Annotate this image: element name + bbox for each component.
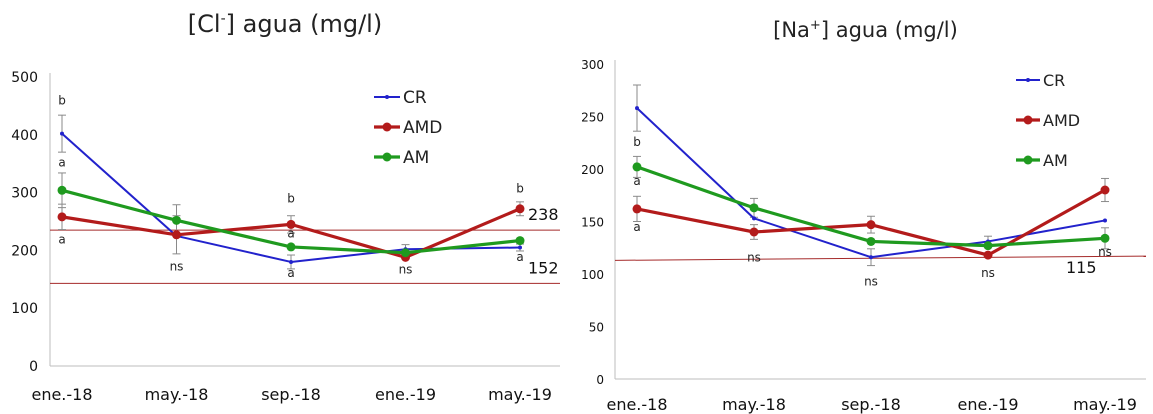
y-tick-label: 500 xyxy=(11,70,38,86)
x-tick-label: ene.-19 xyxy=(375,385,436,404)
data-point-amd xyxy=(286,219,296,229)
data-point-amd xyxy=(983,250,993,260)
title-main: [Na xyxy=(773,18,810,42)
legend-label-cr: CR xyxy=(1043,71,1065,90)
significance-label: ns xyxy=(170,260,184,274)
significance-label: ns xyxy=(747,250,761,264)
x-tick-label: sep.-18 xyxy=(261,385,321,404)
chart-svg-chloride: 0 100 200 300 400 500 ene.-18 may.-18 sep.-18 ene… xyxy=(11,70,560,404)
chart-panel-sodium: [Na+] agua (mg/l) 0 50 100 150 200 250 300 ene.… xyxy=(578,0,1153,414)
legend-label-am: AM xyxy=(403,148,429,168)
y-tick-label: 150 xyxy=(581,216,604,230)
significance-label: b xyxy=(287,191,295,205)
reference-line-label: 115 xyxy=(1066,258,1097,277)
reference-line-label: 152 xyxy=(528,258,559,277)
y-tick-label: 100 xyxy=(11,301,38,317)
title-superscript: - xyxy=(220,11,226,27)
data-point-am xyxy=(1100,233,1110,243)
series-line-cr xyxy=(636,107,1106,259)
data-point-amd xyxy=(632,204,642,214)
legend-marker-amd xyxy=(1023,115,1033,125)
legend-marker-am xyxy=(1023,155,1033,165)
legend-marker-am xyxy=(382,152,392,162)
significance-label: a xyxy=(633,174,640,188)
data-point-cr xyxy=(752,216,756,221)
data-point-cr xyxy=(1103,218,1107,223)
legend-label-amd: AMD xyxy=(403,118,442,138)
y-tick-label: 200 xyxy=(11,243,38,259)
significance-label: a xyxy=(633,220,640,234)
significance-label: ns xyxy=(399,263,413,277)
x-tick-label: may.-18 xyxy=(145,385,209,404)
significance-label: a xyxy=(516,250,523,264)
data-point-cr xyxy=(635,106,639,111)
x-tick-label: may.-18 xyxy=(722,395,786,414)
data-point-amd xyxy=(749,227,759,237)
data-point-amd xyxy=(172,230,181,240)
chart-title-chloride: [Cl-] agua (mg/l) xyxy=(0,10,570,38)
title-main: [Cl xyxy=(187,10,221,38)
significance-label: b xyxy=(58,94,66,108)
x-tick-label: ene.-19 xyxy=(957,395,1018,414)
data-point-am xyxy=(632,162,642,172)
significance-label: b xyxy=(633,135,641,149)
chart-panel-chloride: [Cl-] agua (mg/l) 0 100 200 300 400 500 ene.-1… xyxy=(0,0,570,414)
title-rest: ] agua (mg/l) xyxy=(225,10,383,38)
chart-title-sodium: [Na+] agua (mg/l) xyxy=(578,18,1153,42)
title-rest: ] agua (mg/l) xyxy=(820,18,958,42)
legend-label-amd: AMD xyxy=(1043,111,1080,130)
legend-label-am: AM xyxy=(1043,151,1068,170)
data-point-cr xyxy=(60,131,64,136)
data-point-am xyxy=(172,215,181,225)
chart-svg-sodium: 0 50 100 150 200 250 300 ene.-18 may.-18 sep.-18 e… xyxy=(581,58,1147,414)
data-point-am xyxy=(983,241,993,251)
data-point-am xyxy=(401,248,410,258)
y-tick-label: 100 xyxy=(581,268,604,282)
y-tick-label: 0 xyxy=(29,359,38,375)
y-tick-label: 0 xyxy=(596,373,604,387)
reference-line-label: 238 xyxy=(528,205,559,224)
legend-label-cr: CR xyxy=(403,88,427,108)
reference-line xyxy=(614,255,1147,261)
significance-label: ns xyxy=(981,266,995,280)
legend-marker-cr xyxy=(385,95,389,99)
data-point-amd xyxy=(515,204,525,214)
y-tick-label: 50 xyxy=(589,321,604,335)
y-tick-label: 300 xyxy=(11,186,38,202)
significance-label: ns xyxy=(1098,245,1112,259)
y-tick-label: 400 xyxy=(11,128,38,144)
significance-label: a xyxy=(58,156,65,170)
title-superscript: + xyxy=(809,18,821,33)
significance-label: a xyxy=(58,232,65,246)
data-point-am xyxy=(286,242,296,252)
data-point-am xyxy=(749,203,759,213)
significance-label: a xyxy=(287,266,294,280)
data-point-amd xyxy=(1100,185,1110,195)
x-tick-label: may.-19 xyxy=(488,385,552,404)
legend-marker-amd xyxy=(382,122,392,132)
legend-marker-cr xyxy=(1026,78,1030,82)
significance-label: b xyxy=(516,182,524,196)
data-point-cr xyxy=(518,245,522,250)
x-tick-label: ene.-18 xyxy=(31,385,92,404)
x-tick-label: may.-19 xyxy=(1073,395,1137,414)
significance-label: ns xyxy=(864,275,878,289)
data-point-cr xyxy=(289,259,293,264)
x-tick-label: sep.-18 xyxy=(841,395,901,414)
data-point-am xyxy=(515,236,525,246)
x-tick-label: ene.-18 xyxy=(606,395,667,414)
significance-label: a xyxy=(287,227,294,241)
data-point-amd xyxy=(57,212,67,222)
y-tick-label: 300 xyxy=(581,58,604,72)
y-tick-label: 200 xyxy=(581,163,604,177)
data-point-am xyxy=(57,185,67,195)
data-point-amd xyxy=(866,220,876,230)
data-point-cr xyxy=(869,255,873,260)
y-tick-label: 250 xyxy=(581,111,604,125)
data-point-am xyxy=(866,236,876,246)
